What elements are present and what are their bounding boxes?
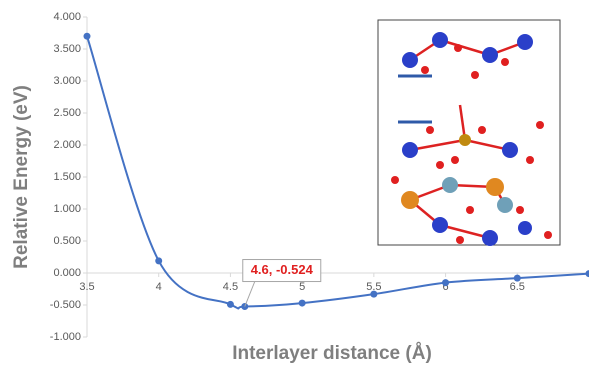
y-tick-label: 3.000 bbox=[53, 75, 81, 87]
atom-teal bbox=[497, 197, 513, 213]
atom-orange bbox=[486, 178, 504, 196]
chart: Relative Energy (eV) Interlayer distance… bbox=[0, 0, 589, 365]
y-tick-label: -0.500 bbox=[50, 299, 81, 311]
annotation: 4.6, -0.524 bbox=[251, 262, 314, 277]
marker bbox=[514, 275, 521, 282]
y-tick-label: 2.500 bbox=[53, 107, 81, 119]
y-axis-title: Relative Energy (eV) bbox=[11, 85, 32, 269]
marker bbox=[84, 33, 91, 40]
marker bbox=[586, 270, 589, 277]
x-tick-label: 4.5 bbox=[223, 281, 238, 293]
marker bbox=[442, 279, 449, 286]
marker bbox=[370, 291, 377, 298]
atom-gold bbox=[459, 134, 471, 146]
y-tick-label: -1.000 bbox=[50, 331, 81, 343]
inset bbox=[378, 20, 560, 246]
y-tick-label: 1.500 bbox=[53, 171, 81, 183]
marker bbox=[299, 300, 306, 307]
x-axis-title: Interlayer distance (Å) bbox=[232, 343, 432, 364]
y-tick-label: 4.000 bbox=[53, 11, 81, 23]
x-tick-label: 4 bbox=[156, 281, 162, 293]
x-tick-label: 5 bbox=[299, 281, 305, 293]
y-tick-label: 1.000 bbox=[53, 203, 81, 215]
y-tick-label: 2.000 bbox=[53, 139, 81, 151]
x-tick-label: 3.5 bbox=[79, 281, 94, 293]
marker bbox=[155, 257, 162, 264]
x-tick-label: 6.5 bbox=[510, 281, 525, 293]
y-tick-label: 3.500 bbox=[53, 43, 81, 55]
marker bbox=[227, 301, 234, 308]
y-tick-label: 0.000 bbox=[53, 267, 81, 279]
y-tick-label: 0.500 bbox=[53, 235, 81, 247]
atom-teal bbox=[442, 177, 458, 193]
atom-orange bbox=[401, 191, 419, 209]
annotation-leader bbox=[245, 282, 255, 307]
